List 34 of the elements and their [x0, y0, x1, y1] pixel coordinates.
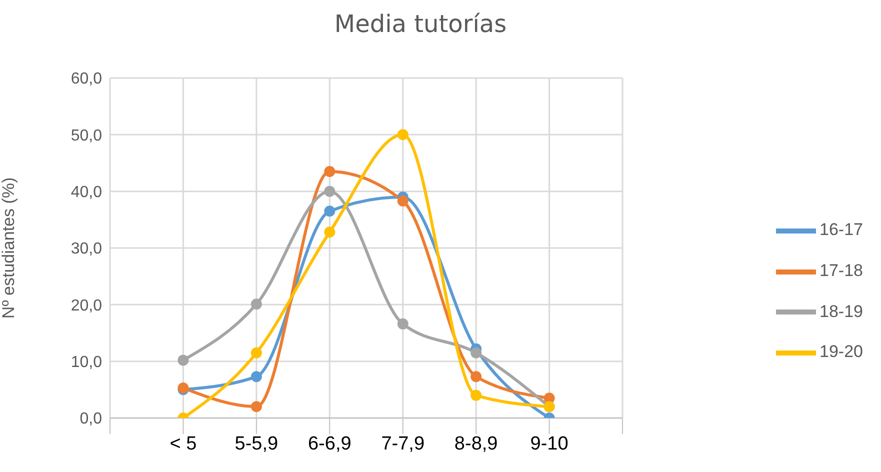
y-tick-label: 60,0: [70, 70, 102, 88]
y-tick-label: 50,0: [70, 127, 102, 144]
point: [178, 354, 189, 366]
point: [470, 390, 482, 401]
legend-label: 16-17: [820, 220, 863, 239]
point: [324, 186, 336, 197]
point: [324, 206, 336, 217]
legend-label: 18-19: [820, 302, 863, 321]
x-tick-label: 6-6,9: [308, 433, 352, 454]
point: [250, 371, 262, 382]
x-tick-label: 5-5,9: [234, 433, 278, 454]
point: [397, 129, 408, 140]
point: [397, 195, 408, 206]
y-tick-label: 20,0: [70, 297, 102, 314]
x-tick-label: < 5: [170, 433, 197, 454]
x-tick-label: 9-10: [530, 433, 568, 454]
y-tick-label: 0,0: [80, 410, 102, 428]
point: [324, 226, 336, 238]
point: [470, 347, 482, 358]
point: [250, 347, 262, 358]
point: [250, 298, 262, 310]
chart-title: Media tutorías: [333, 10, 508, 38]
x-tick-label: 7-7,9: [381, 433, 425, 454]
y-tick-label: 10,0: [70, 354, 102, 372]
point: [324, 166, 336, 177]
y-axis-title: Nº estudiantes (%): [0, 177, 18, 319]
legend-label: 17-18: [820, 260, 863, 280]
point: [250, 401, 262, 412]
y-tick-label: 30,0: [70, 240, 102, 258]
x-tick-label: 8-8,9: [454, 433, 498, 454]
y-tick-label: 40,0: [70, 184, 102, 202]
point: [470, 371, 482, 382]
point: [397, 318, 408, 330]
legend-label: 19-20: [820, 342, 863, 362]
